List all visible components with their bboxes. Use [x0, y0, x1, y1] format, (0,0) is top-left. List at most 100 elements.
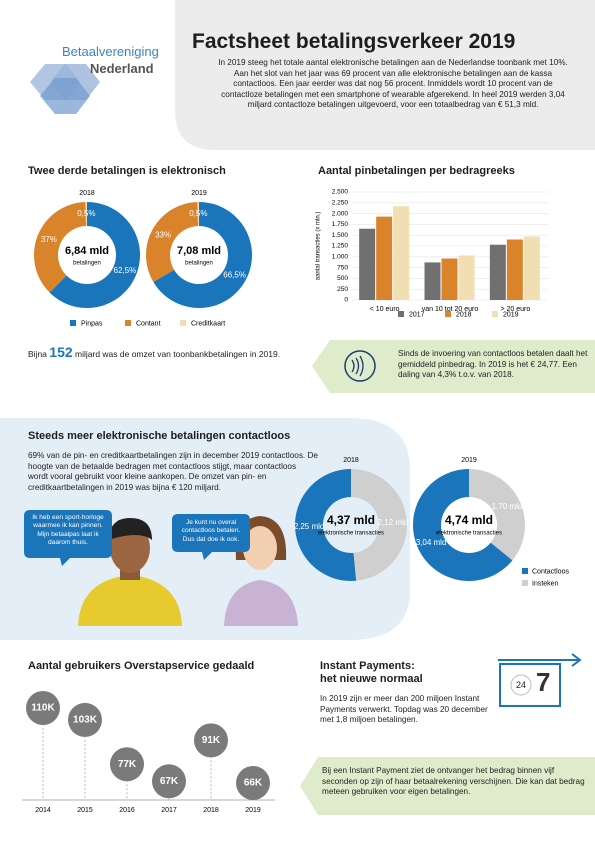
data-label: 33% — [155, 230, 171, 239]
data-label: 77K — [118, 759, 137, 770]
donut-slice — [197, 202, 199, 227]
donut-total: 7,08 mld — [177, 245, 221, 257]
donut-total: 4,74 mld — [445, 513, 493, 527]
bubble — [152, 764, 186, 799]
data-label: 67K — [160, 776, 179, 787]
calendar-icon — [498, 653, 582, 707]
donut-slice — [153, 202, 252, 309]
intro: In 2019 steeg het totale aantal elektron… — [218, 58, 568, 110]
x-tick-label: 2019 — [245, 807, 261, 814]
donut-slice — [146, 202, 199, 282]
donut-slice — [469, 469, 526, 561]
donut-unit: betalingen — [73, 261, 101, 267]
paragraph: 69% van de pin- en creditkaartbetalingen… — [28, 451, 318, 492]
bar — [359, 228, 376, 300]
speech-bubble — [172, 514, 250, 560]
calendar-day: 7 — [536, 667, 551, 697]
text: het nieuwe normaal — [320, 673, 423, 685]
bubble — [26, 691, 60, 725]
y-tick-label: 2.500 — [332, 189, 349, 196]
logo-text: Betaalvereniging — [62, 44, 159, 59]
x-tick-label: 2014 — [35, 807, 51, 814]
paragraph: In 2019 zijn er meer dan 200 miljoen Ins… — [320, 694, 488, 725]
data-label: 110K — [31, 703, 55, 714]
data-label: 62,5% — [114, 266, 137, 275]
data-label: 66K — [244, 778, 263, 789]
turnover: Bijna 152 miljard was de omzet van toonb… — [28, 344, 288, 360]
note: Sinds de invoering van contactloos betal… — [398, 349, 588, 380]
legend-swatch — [70, 320, 76, 326]
x-tick-label: < 10 euro — [370, 306, 400, 313]
x-tick-label: 2018 — [203, 807, 219, 814]
year-label: 2019 — [461, 457, 477, 464]
quote: Ik heb een sport-horloge waarmee ik kan … — [32, 514, 104, 547]
donut-slice — [351, 469, 407, 581]
y-tick-label: 1.500 — [332, 232, 349, 239]
year-label: 2019 — [191, 190, 207, 197]
section-title: Aantal gebruikers Overstapservice gedaal… — [28, 660, 255, 672]
data-label: 66,5% — [223, 270, 246, 279]
donut-total: 6,84 mld — [65, 245, 109, 257]
bar — [489, 244, 506, 300]
legend-swatch — [398, 311, 404, 317]
note: Bij een Instant Payment ziet de ontvange… — [322, 766, 585, 797]
y-axis-label: aantal transacties (x mln.) — [316, 212, 322, 281]
legend-label: Pinpas — [81, 320, 103, 327]
bar — [506, 239, 523, 300]
section-title: Instant Payments: het nieuwe normaal — [320, 660, 423, 686]
y-tick-label: 1.000 — [332, 254, 349, 261]
logo-mark — [30, 64, 100, 114]
legend-swatch — [492, 311, 498, 317]
legend-label: Contactloos — [532, 568, 569, 575]
text: Bijna — [28, 349, 47, 359]
x-tick-label: 2015 — [77, 807, 93, 814]
bubble — [110, 747, 144, 782]
bubble — [236, 766, 270, 800]
bar — [376, 216, 393, 300]
y-tick-label: 2.000 — [332, 210, 349, 217]
y-tick-label: 1.250 — [332, 243, 349, 250]
data-label: 0,5% — [189, 209, 207, 218]
data-label: 1,70 mld — [492, 502, 523, 511]
donut-slice — [49, 202, 141, 308]
data-label: 103K — [73, 715, 98, 726]
y-tick-label: 750 — [337, 264, 348, 271]
donut-slice — [294, 469, 357, 582]
calendar-hour: 24 — [515, 680, 526, 690]
year-label: 2018 — [343, 457, 359, 464]
bubble — [68, 702, 102, 737]
bar — [441, 258, 458, 300]
legend-label: 2019 — [503, 311, 519, 318]
section-title: Twee derde betalingen is elektronisch — [28, 165, 226, 177]
donut-slice — [85, 202, 87, 227]
data-label: 2,12 mld — [378, 518, 409, 527]
logo-text: Nederland — [90, 61, 154, 76]
note-bg — [312, 340, 595, 393]
note-bg — [300, 757, 595, 815]
data-label: 0,5% — [77, 209, 95, 218]
donut-slice — [413, 469, 513, 581]
data-label: 2,25 mld — [294, 522, 325, 531]
bar — [424, 262, 441, 300]
header-bg — [175, 0, 595, 150]
contactless-icon — [344, 350, 376, 382]
text: miljard was de omzet van toonbankbetalin… — [75, 349, 281, 359]
quote: Je kunt nu overal contactloos betalen. D… — [181, 519, 241, 543]
data-label: 37% — [41, 235, 57, 244]
legend-swatch — [180, 320, 186, 326]
donut-unit: elektronische transacties — [318, 531, 384, 537]
legend-label: 2018 — [456, 311, 472, 318]
legend-label: Creditkaart — [191, 320, 225, 327]
donut-total: 4,37 mld — [327, 513, 375, 527]
section-title: Steeds meer elektronische betalingen con… — [28, 430, 291, 442]
bar — [523, 236, 540, 300]
title: Factsheet betalingsverkeer 2019 — [192, 30, 516, 53]
y-tick-label: 250 — [337, 286, 348, 293]
x-tick-label: 2017 — [161, 807, 177, 814]
legend-swatch — [125, 320, 131, 326]
big-number: 152 — [49, 344, 73, 360]
legend-swatch — [445, 311, 451, 317]
data-label: 91K — [202, 735, 221, 746]
bubble — [194, 723, 228, 758]
